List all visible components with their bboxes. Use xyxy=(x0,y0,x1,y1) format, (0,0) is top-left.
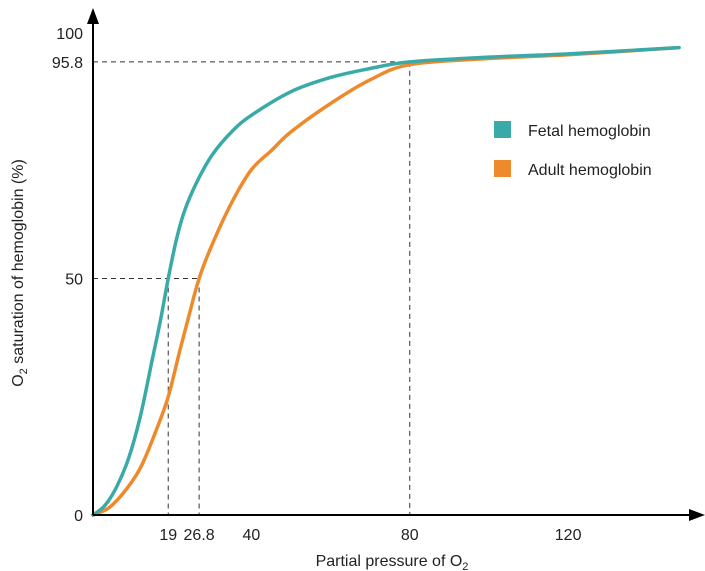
y-tick-label-1: 50 xyxy=(65,272,83,289)
series-line-0 xyxy=(91,45,681,517)
legend-label-fetal: Fetal hemoglobin xyxy=(528,123,651,140)
y-tick-label-3: 100 xyxy=(56,26,83,43)
x-tick-label-0: 19 xyxy=(159,527,177,544)
legend: Fetal hemoglobin Adult hemoglobin xyxy=(494,121,652,179)
x-axis-arrow xyxy=(689,509,705,521)
x-tick-label-4: 120 xyxy=(555,527,582,544)
x-tick-label-3: 80 xyxy=(401,527,419,544)
tick-labels: 19 26.8 40 80 120 0 50 95.8 100 xyxy=(52,26,582,544)
x-axis-title: Partial pressure of O2 xyxy=(316,553,469,571)
axes xyxy=(87,8,705,521)
x-tick-label-2: 40 xyxy=(242,527,260,544)
y-axis-arrow xyxy=(87,8,99,24)
series-line-1 xyxy=(91,45,681,517)
guide-lines xyxy=(93,61,411,515)
y-tick-label-2: 95.8 xyxy=(52,55,83,72)
y-tick-label-0: 0 xyxy=(74,508,83,525)
curves xyxy=(91,45,681,517)
legend-swatch-adult xyxy=(494,160,511,177)
legend-swatch-fetal xyxy=(494,121,511,138)
x-tick-label-1: 26.8 xyxy=(184,527,215,544)
legend-label-adult: Adult hemoglobin xyxy=(528,162,652,179)
y-axis-title: O2 saturation of hemoglobin (%) xyxy=(10,159,30,387)
